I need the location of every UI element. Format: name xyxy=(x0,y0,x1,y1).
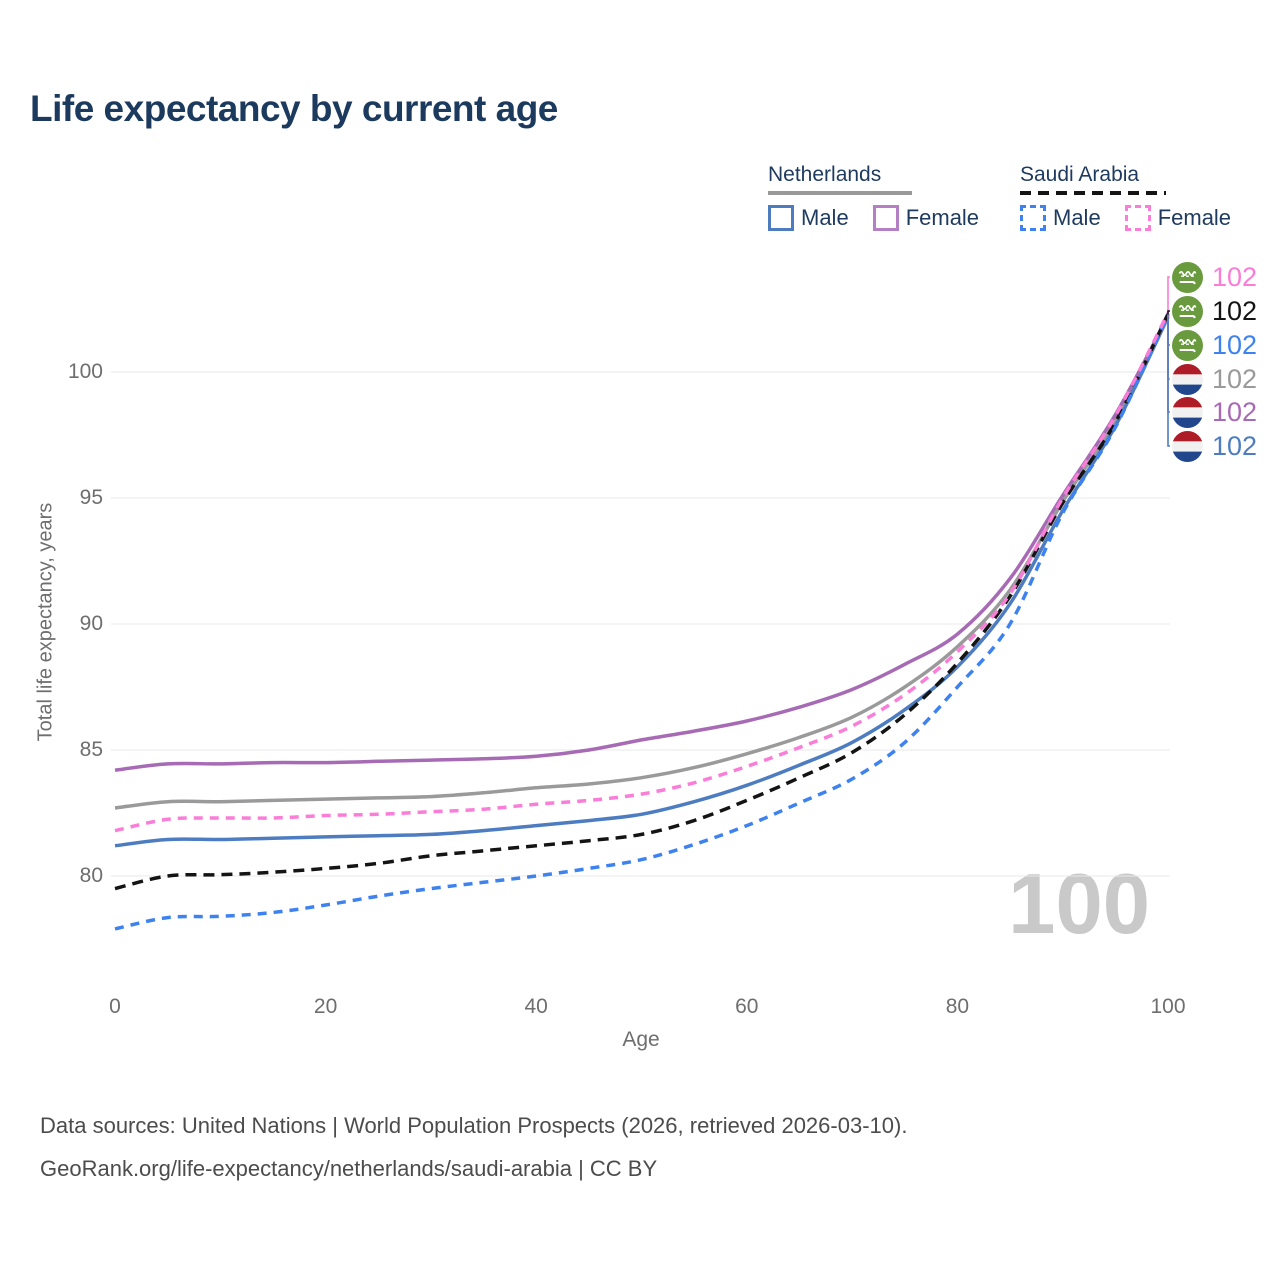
legend-label-sa-male: Male xyxy=(1053,205,1101,230)
netherlands-flag-icon xyxy=(1172,430,1203,462)
legend-header-netherlands[interactable]: Netherlands xyxy=(768,163,882,186)
legend-line-sample-netherlands xyxy=(768,191,912,195)
endpoint-value-sa_female: 102 xyxy=(1212,261,1258,292)
saudi-arabia-flag-icon xyxy=(1172,295,1203,327)
legend-item-sa-female[interactable]: Female xyxy=(1124,205,1232,231)
series-line-sa_female xyxy=(114,312,1170,833)
endpoint-value-nl_male: 102 xyxy=(1212,430,1258,461)
y-tick-label-90: 90 xyxy=(79,612,103,635)
series-line-sa_all xyxy=(114,313,1170,891)
endpoint-value-nl_female: 102 xyxy=(1212,396,1258,427)
endpoint-label-nl_all: 102 xyxy=(1172,363,1257,395)
endpoint-label-sa_female: 102 xyxy=(1172,261,1257,293)
legend-swatch-sa-female xyxy=(1124,205,1151,231)
endpoint-value-sa_all: 102 xyxy=(1212,295,1258,326)
endpoint-label-nl_female: 102 xyxy=(1172,396,1257,428)
footer-attribution: GeoRank.org/life-expectancy/netherlands/… xyxy=(40,1156,658,1181)
y-tick-label-100: 100 xyxy=(67,360,103,383)
endpoint-label-sa_all: 102 xyxy=(1172,295,1257,327)
legend-item-nl-female[interactable]: Female xyxy=(872,205,980,231)
y-tick-label-95: 95 xyxy=(79,486,103,509)
legend-group-netherlands: Netherlands Male Female xyxy=(768,163,979,231)
series-line-nl_all xyxy=(114,314,1170,810)
saudi-arabia-flag-icon xyxy=(1172,329,1203,361)
y-tick-label-80: 80 xyxy=(79,864,103,887)
x-tick-label-0: 0 xyxy=(109,995,121,1018)
footer-data-sources: Data sources: United Nations | World Pop… xyxy=(40,1113,908,1138)
x-tick-label-80: 80 xyxy=(945,995,970,1018)
legend-label-sa-female: Female xyxy=(1157,205,1232,230)
series-line-nl_female xyxy=(114,315,1170,772)
legend-group-saudi-arabia: Saudi Arabia Male Female xyxy=(1020,163,1231,231)
endpoint-label-nl_male: 102 xyxy=(1172,430,1257,462)
leader-line-nl_male xyxy=(1167,317,1170,447)
x-tick-label-100: 100 xyxy=(1150,995,1186,1018)
footer: Data sources: United Nations | World Pop… xyxy=(40,1104,907,1190)
leader-line-sa_female xyxy=(1167,276,1170,313)
legend-label-nl-male: Male xyxy=(801,205,849,230)
x-tick-label-40: 40 xyxy=(524,995,548,1018)
legend-header-saudi-arabia[interactable]: Saudi Arabia xyxy=(1020,163,1140,186)
legend-line-sample-saudi-arabia xyxy=(1020,191,1166,195)
y-tick-label-85: 85 xyxy=(79,738,103,761)
x-axis-title: Age xyxy=(622,1028,660,1051)
x-tick-label-20: 20 xyxy=(313,995,338,1018)
saudi-arabia-flag-icon xyxy=(1172,261,1203,293)
leader-line-sa_all xyxy=(1167,310,1170,314)
series-line-sa_male xyxy=(114,314,1170,931)
endpoint-value-sa_male: 102 xyxy=(1212,329,1258,360)
netherlands-flag-icon xyxy=(1172,363,1203,395)
legend-item-sa-male[interactable]: Male xyxy=(1020,205,1101,231)
series-line-nl_male xyxy=(114,316,1170,848)
legend-swatch-nl-female xyxy=(872,205,899,231)
legend-label-nl-female: Female xyxy=(905,205,980,230)
page-title: Life expectancy by current age xyxy=(30,88,558,129)
netherlands-flag-icon xyxy=(1172,396,1203,428)
endpoint-value-nl_all: 102 xyxy=(1212,363,1258,394)
legend-item-nl-male[interactable]: Male xyxy=(768,205,849,231)
legend-swatch-nl-male xyxy=(768,205,794,231)
x-tick-label-60: 60 xyxy=(735,995,759,1018)
endpoint-label-sa_male: 102 xyxy=(1172,329,1257,361)
legend-swatch-sa-male xyxy=(1020,205,1046,231)
